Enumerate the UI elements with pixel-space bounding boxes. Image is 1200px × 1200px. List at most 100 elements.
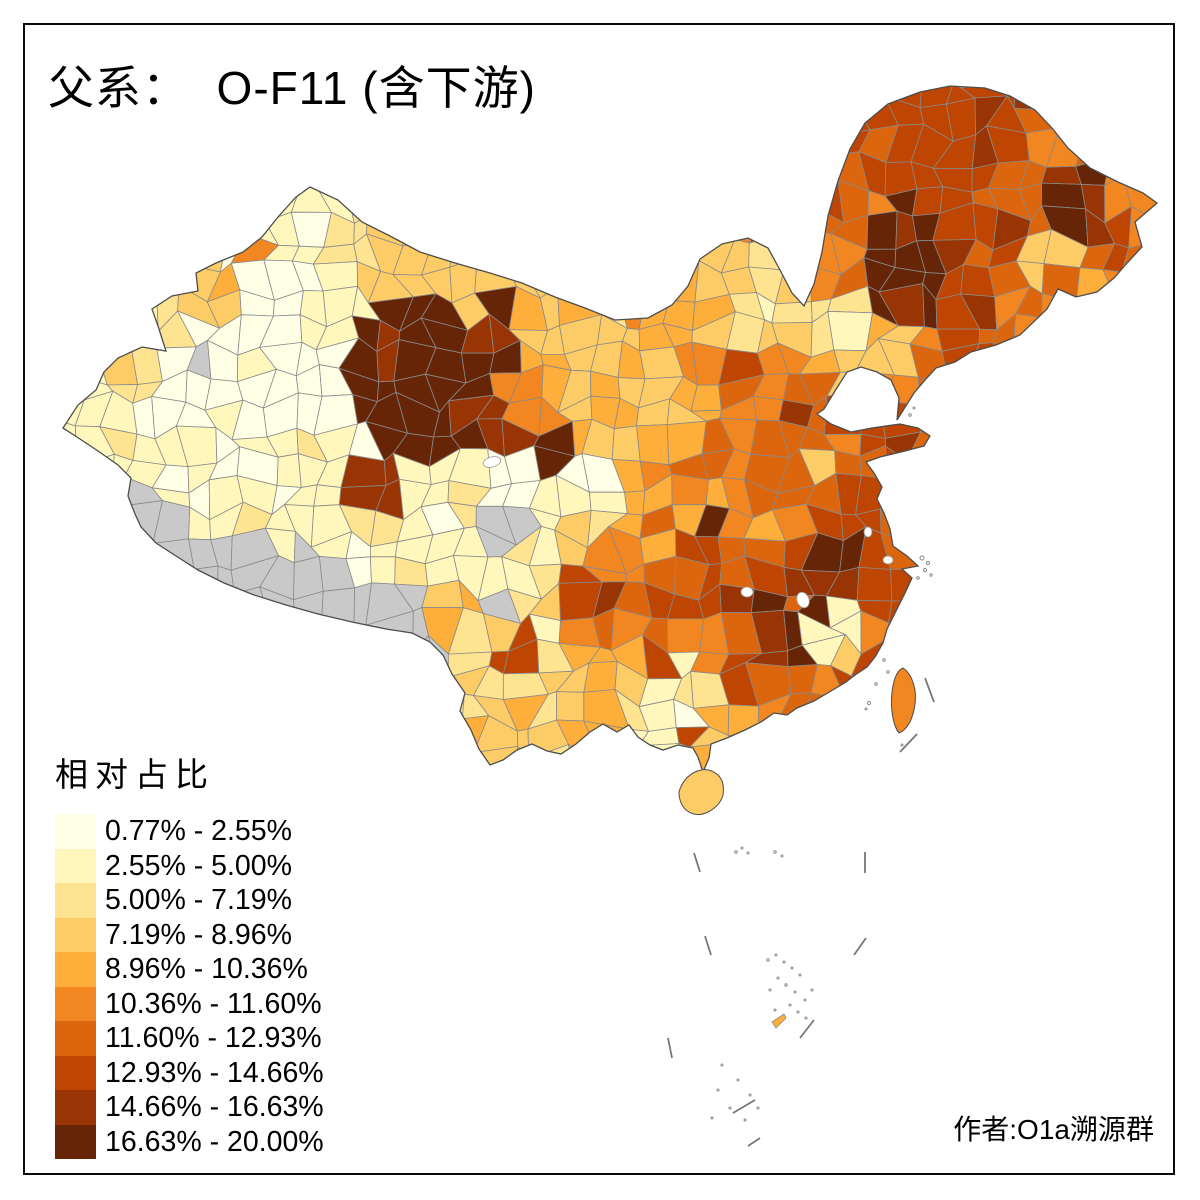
prefecture-cell [1012, 350, 1057, 382]
prefecture-cell [773, 716, 804, 764]
prefecture-cell [1123, 691, 1157, 725]
prefecture-cell [1096, 86, 1135, 99]
prefecture-cell [1072, 530, 1113, 560]
prefecture-cell [63, 418, 79, 467]
prefecture-cell [743, 175, 791, 223]
prefecture-cell [231, 610, 276, 649]
prefecture-cell [1042, 641, 1071, 679]
prefecture-cell [910, 596, 943, 630]
prefecture-cell [476, 233, 508, 265]
prefecture-cell [618, 260, 648, 297]
prefecture-cell [1041, 165, 1082, 185]
prefecture-cell [195, 699, 215, 732]
prefecture-cell [514, 799, 540, 842]
prefecture-cell [266, 610, 296, 648]
prefecture-cell [96, 310, 133, 352]
prefecture-cell [69, 314, 102, 352]
prefecture-cell [537, 86, 569, 109]
prefecture-cell [727, 778, 751, 814]
prefecture-cell [960, 401, 997, 439]
prefecture-cell [63, 238, 74, 266]
prefecture-cell [906, 833, 950, 869]
prefecture-cell [80, 695, 112, 737]
prefecture-cell [104, 559, 138, 593]
legend-label: 5.00% - 7.19% [105, 884, 292, 916]
prefecture-cell [380, 802, 411, 834]
prefecture-cell [1149, 156, 1157, 186]
prefecture-cell [288, 121, 329, 159]
prefecture-cell [1071, 86, 1107, 99]
prefecture-cell [1128, 426, 1157, 457]
prefecture-cell [801, 781, 832, 817]
prefecture-cell [798, 134, 829, 165]
prefecture-cell [63, 122, 79, 165]
legend-row: 16.63% - 20.00% [55, 1124, 324, 1159]
lake-tai [882, 555, 894, 565]
prefecture-cell [1104, 634, 1141, 678]
prefecture-cell [609, 834, 657, 858]
prefecture-cell [346, 834, 386, 867]
prefecture-cell [425, 164, 453, 194]
prefecture-cell [584, 839, 628, 863]
prefecture-cell [63, 318, 89, 351]
prefecture-cell [345, 636, 382, 681]
taiwan-island [890, 667, 916, 734]
prefecture-cell [727, 734, 760, 746]
prefecture-cell [778, 86, 807, 110]
prefecture-cell [393, 127, 428, 166]
prefecture-cell [493, 130, 521, 159]
prefecture-cell [107, 505, 132, 545]
prefecture-cell [1128, 205, 1157, 249]
prefecture-cell [726, 741, 757, 772]
prefecture-cell [1041, 182, 1087, 210]
prefecture-cell [79, 591, 114, 614]
prefecture-cell [971, 447, 998, 488]
prefecture-cell [653, 86, 672, 99]
prefecture-cell [906, 809, 950, 840]
prefecture-cell [787, 95, 807, 136]
prefecture-cell [725, 86, 762, 116]
prefecture-cell [915, 500, 946, 544]
prefecture-cell [231, 646, 277, 679]
prefecture-cell [177, 728, 220, 751]
prefecture-cell [63, 260, 88, 304]
prefecture-cell [284, 639, 329, 679]
prefecture-cell [888, 599, 921, 630]
prefecture-cell [135, 263, 162, 288]
prefecture-cell [583, 660, 618, 693]
lake-poyang [796, 591, 810, 609]
legend-swatch [55, 1124, 96, 1159]
prefecture-cell [968, 774, 1007, 806]
prefecture-cell [267, 690, 304, 728]
legend-row: 12.93% - 14.66% [55, 1055, 324, 1090]
prefecture-cell [216, 612, 245, 656]
prefecture-cell [1016, 424, 1044, 462]
prefecture-cell [940, 542, 981, 573]
prefecture-cell [806, 179, 845, 224]
prefecture-cell [97, 669, 145, 697]
prefecture-cell [644, 260, 670, 302]
prefecture-cell [322, 831, 349, 867]
prefecture-cell [1040, 95, 1089, 129]
prefecture-cell [827, 310, 873, 352]
prefecture-cell [636, 424, 670, 466]
legend-label: 2.55% - 5.00% [105, 849, 292, 882]
prefecture-cell [1048, 771, 1074, 772]
prefecture-cell [1160, 181, 1191, 223]
prefecture-cell [1129, 718, 1152, 753]
prefecture-cell [996, 831, 1028, 871]
prefecture-cell [800, 155, 839, 189]
prefecture-cell [880, 748, 917, 772]
prefecture-cell [1067, 352, 1114, 386]
prefecture-cell [1080, 445, 1107, 480]
prefecture-cell [644, 157, 673, 194]
prefecture-cell [752, 395, 784, 422]
prefecture-cell [507, 134, 546, 155]
prefecture-cell [425, 189, 456, 224]
prefecture-cell [106, 202, 136, 248]
prefecture-cell [919, 698, 944, 734]
prefecture-cell [974, 742, 1008, 772]
prefecture-cell [535, 832, 573, 869]
prefecture-cell [865, 799, 882, 841]
prefecture-cell [1042, 614, 1088, 646]
